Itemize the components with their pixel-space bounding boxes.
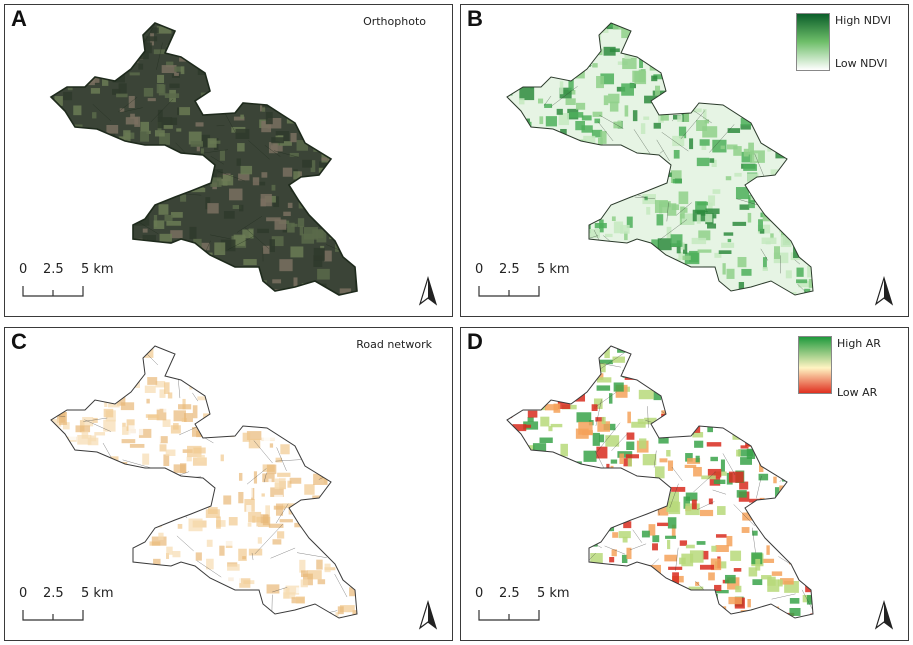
scale-zero: 0 — [475, 586, 484, 601]
panel-letter: D — [467, 329, 483, 354]
legend-high-label: High AR — [837, 337, 881, 350]
panel-title: Orthophoto — [363, 15, 426, 28]
panel-letter: A — [11, 6, 27, 31]
ar-legend-bar — [798, 336, 832, 394]
panel-letter: C — [11, 329, 27, 354]
scale-end: 5 km — [537, 262, 570, 277]
city-boundary — [50, 345, 358, 619]
legend-low-label: Low AR — [837, 386, 878, 399]
north-arrow-icon — [418, 276, 438, 306]
legend-high-label: High NDVI — [835, 14, 892, 27]
ndvi-map — [506, 22, 814, 296]
scale-mid: 2.5 — [43, 262, 64, 277]
scale-mid: 2.5 — [499, 262, 520, 277]
city-boundary — [49, 22, 358, 296]
city-area — [51, 23, 357, 295]
scale-bar: 0 2.5 5 km — [473, 262, 573, 302]
scale-bar-line — [478, 610, 540, 621]
legend-low-label: Low NDVI — [835, 57, 888, 70]
scale-mid: 2.5 — [499, 586, 520, 601]
ndvi-legend-bar — [796, 13, 830, 71]
scale-bar-line — [478, 286, 540, 297]
panel-title: Road network — [356, 338, 432, 351]
orthophoto-map — [49, 22, 358, 296]
scale-mid: 2.5 — [43, 586, 64, 601]
scale-end: 5 km — [537, 586, 570, 601]
panel-b-ndvi: B High NDVI Low NDVI 0 2.5 5 km — [460, 4, 909, 317]
scale-bar-line — [22, 286, 84, 297]
ar-map — [506, 345, 814, 619]
north-arrow-icon — [874, 276, 894, 306]
scale-zero: 0 — [19, 586, 28, 601]
scale-bar: 0 2.5 5 km — [473, 586, 573, 626]
scale-bar: 0 2.5 5 km — [17, 586, 117, 626]
north-arrow-icon — [874, 600, 894, 630]
city-boundary — [506, 22, 814, 296]
scale-zero: 0 — [19, 262, 28, 277]
panel-c-road-network: C Road network 0 2.5 5 km — [4, 327, 453, 641]
panel-letter: B — [467, 6, 483, 31]
road-network-map — [50, 345, 358, 619]
scale-zero: 0 — [475, 262, 484, 277]
scale-end: 5 km — [81, 262, 114, 277]
scale-end: 5 km — [81, 586, 114, 601]
scale-bar-line — [22, 610, 84, 621]
panel-a-orthophoto: A Orthophoto 0 2.5 5 km — [4, 4, 453, 317]
north-arrow-icon — [418, 600, 438, 630]
panel-d-ar: D High AR Low AR 0 2.5 5 km — [460, 327, 909, 641]
city-boundary — [506, 345, 814, 619]
city-area — [507, 23, 813, 295]
scale-bar: 0 2.5 5 km — [17, 262, 117, 302]
